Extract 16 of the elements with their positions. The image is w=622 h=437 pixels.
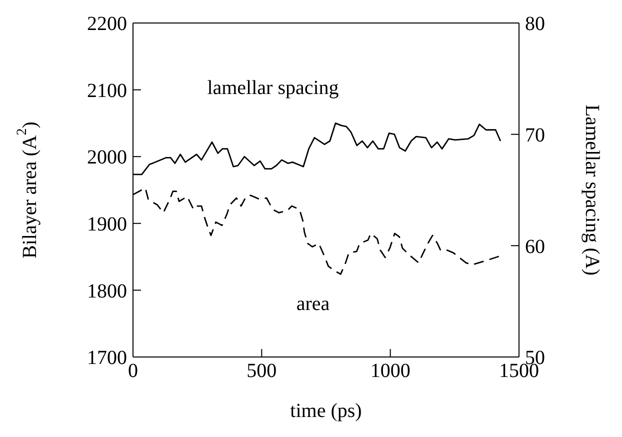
y2-tick-label: 80 (525, 13, 545, 36)
x-tick-label: 0 (128, 360, 138, 382)
y-tick-label: 2100 (87, 80, 127, 102)
annotation: lamellar spacing (207, 77, 339, 99)
y2-tick-label: 60 (525, 236, 545, 258)
y-tick-label: 2000 (87, 146, 127, 169)
annotation: area (296, 293, 330, 315)
y-tick-label: 1900 (87, 214, 127, 236)
y2-tick-label: 70 (525, 124, 545, 146)
x-tick-label: 1000 (370, 360, 410, 382)
x-tick-label: 500 (246, 360, 277, 382)
y-tick-label: 1700 (87, 347, 127, 370)
y2-axis-title: Lamellar spacing (A) (581, 104, 603, 276)
y-tick-label: 2200 (87, 13, 127, 36)
x-axis-title: time (ps) (290, 400, 362, 422)
y-tick-label: 1800 (87, 280, 127, 302)
